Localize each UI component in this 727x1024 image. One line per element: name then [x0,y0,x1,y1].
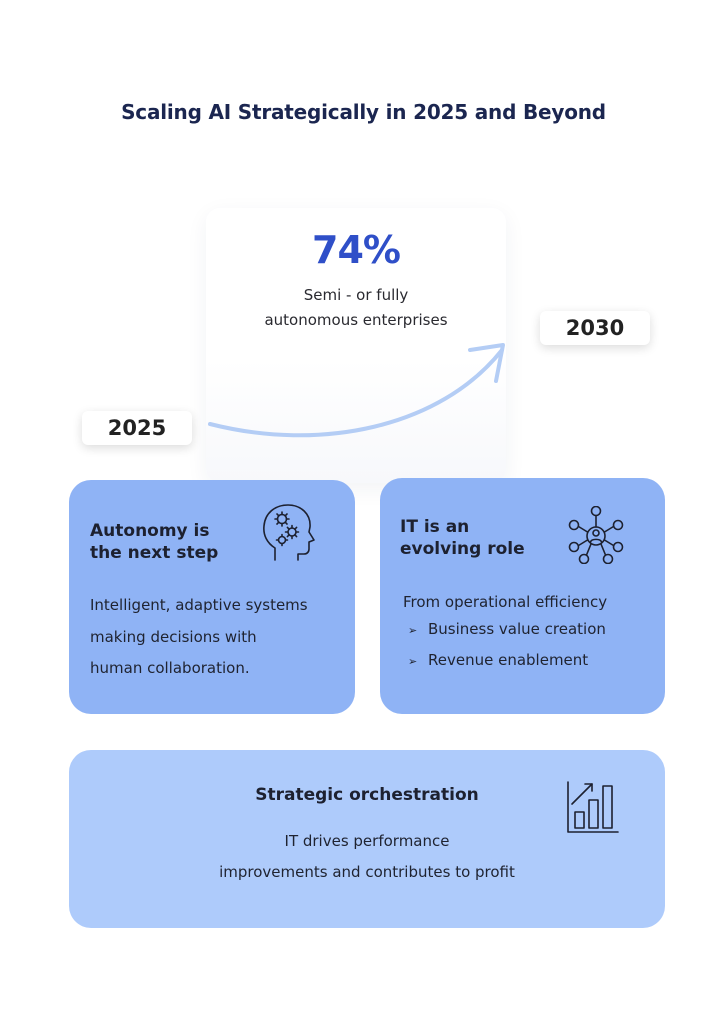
arrow-bullet-icon: ➢ [408,655,418,668]
stat-description-line-2: autonomous enterprises [264,311,448,329]
list-item: ➢ Business value creation [408,618,606,642]
autonomy-body-line-3: human collaboration. [90,659,250,677]
strategic-card-body: IT drives performance improvements and c… [69,826,665,888]
autonomy-title-line-2: the next step [90,543,219,563]
stat-description: Semi - or fully autonomous enterprises [206,283,506,333]
strategic-card-title: Strategic orchestration [255,785,479,805]
head-gears-icon [259,502,317,564]
it-role-card-title: IT is an evolving role [400,516,560,560]
it-title-line-1: IT is an [400,517,470,537]
autonomy-card-title: Autonomy is the next step [90,520,250,564]
stat-card [206,208,506,483]
autonomy-card: Autonomy is the next step Intelligent, a… [69,480,355,714]
stat-value: 74% [312,228,401,272]
year-start-badge: 2025 [82,411,192,445]
list-item: ➢ Revenue enablement [408,649,588,673]
list-item-label: Business value creation [428,620,606,638]
it-role-card: IT is an evolving role From operational … [380,478,665,714]
autonomy-card-body: Intelligent, adaptive systems making dec… [90,590,340,685]
strategic-card: Strategic orchestration IT drives perfor… [69,750,665,928]
bar-chart-growth-icon [566,780,620,834]
arrow-bullet-icon: ➢ [408,624,418,637]
autonomy-body-line-1: Intelligent, adaptive systems [90,596,308,614]
autonomy-title-line-1: Autonomy is [90,521,210,541]
year-end-badge: 2030 [540,311,650,345]
list-item-label: Revenue enablement [428,651,589,669]
autonomy-body-line-2: making decisions with [90,627,257,646]
it-title-line-2: evolving role [400,539,525,559]
strategic-body-line-1: IT drives performance [284,832,450,850]
page-title: Scaling AI Strategically in 2025 and Bey… [121,100,606,124]
stat-description-line-1: Semi - or fully [303,286,409,304]
network-person-icon [566,506,626,564]
strategic-body-line-2: improvements and contributes to profit [219,863,515,881]
it-role-intro: From operational efficiency [403,593,608,611]
